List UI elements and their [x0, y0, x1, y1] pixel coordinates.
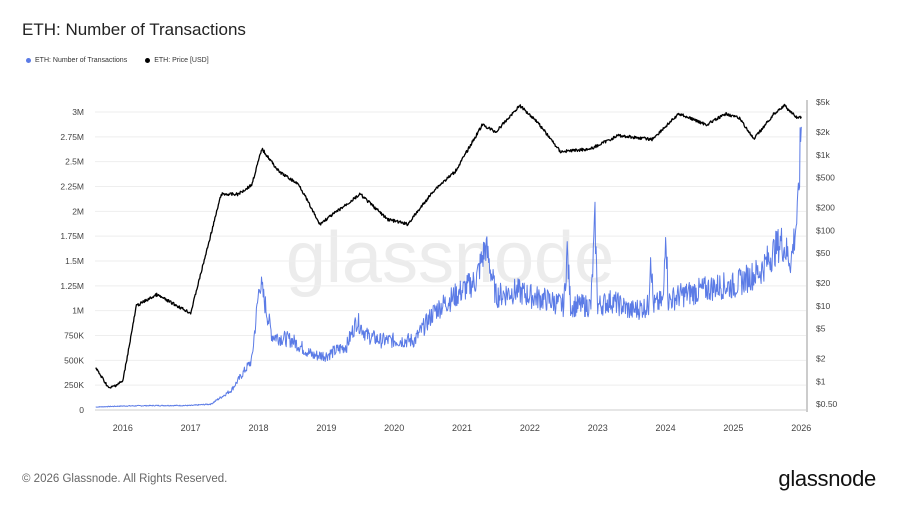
x-tick-label: 2016 [113, 423, 133, 433]
y-left-tick-label: 750K [64, 331, 84, 341]
y-left-tick-label: 2.25M [60, 182, 84, 192]
x-tick-label: 2020 [384, 423, 404, 433]
y-left-tick-label: 1.5M [65, 256, 84, 266]
y-right-tick-label: $5k [816, 97, 830, 107]
x-tick-label: 2024 [656, 423, 676, 433]
y-left-tick-label: 2M [72, 206, 84, 216]
page-title: ETH: Number of Transactions [22, 20, 246, 39]
legend-dot-icon [26, 58, 31, 63]
y-right-tick-label: $20 [816, 278, 830, 288]
transactions-line [95, 126, 802, 408]
legend-dot-icon [145, 58, 151, 63]
x-tick-label: 2017 [181, 423, 201, 433]
y-right-tick-label: $5 [816, 324, 826, 334]
y-left-tick-label: 0 [79, 405, 84, 415]
y-right-tick-label: $2 [816, 354, 826, 364]
y-right-tick-label: $10 [816, 301, 830, 311]
y-left-tick-label: 1M [72, 306, 84, 316]
watermark: glassnode [286, 218, 614, 298]
price-line [95, 103, 802, 389]
y-left-tick-label: 250K [64, 380, 84, 390]
legend-label: ETH: Number of Transactions [35, 57, 128, 64]
y-right-tick-label: $1 [816, 376, 826, 386]
y-right-tick-label: $100 [816, 225, 835, 235]
x-tick-label: 2021 [452, 423, 472, 433]
y-left-tick-label: 1.75M [60, 231, 84, 241]
x-tick-label: 2026 [791, 423, 811, 433]
y-right-tick-label: $50 [816, 248, 830, 258]
copyright: © 2026 Glassnode. All Rights Reserved. [22, 473, 228, 485]
legend-item-transactions[interactable]: ETH: Number of Transactions [26, 57, 127, 64]
y-right-tick-label: $0.50 [816, 399, 838, 409]
y-left-tick-label: 500K [64, 355, 84, 365]
glassnode-logo[interactable]: glassnode [778, 466, 876, 491]
y-right-tick-label: $2k [816, 127, 830, 137]
legend: ETH: Number of Transactions ETH: Price [… [26, 57, 209, 64]
x-tick-label: 2019 [316, 423, 336, 433]
x-tick-label: 2018 [248, 423, 268, 433]
y-left-tick-label: 1.25M [60, 281, 84, 291]
y-left-tick-label: 2.75M [60, 132, 84, 142]
y-left-tick-label: 3M [72, 107, 84, 117]
legend-item-price[interactable]: ETH: Price [USD] [145, 57, 209, 64]
legend-label: ETH: Price [USD] [154, 57, 209, 64]
y-right-tick-label: $500 [816, 173, 835, 183]
y-right-tick-label: $1k [816, 150, 830, 160]
x-tick-label: 2023 [588, 423, 608, 433]
x-tick-label: 2022 [520, 423, 540, 433]
y-right-tick-label: $200 [816, 203, 835, 213]
y-left-tick-label: 2.5M [65, 157, 84, 167]
x-tick-label: 2025 [723, 423, 743, 433]
